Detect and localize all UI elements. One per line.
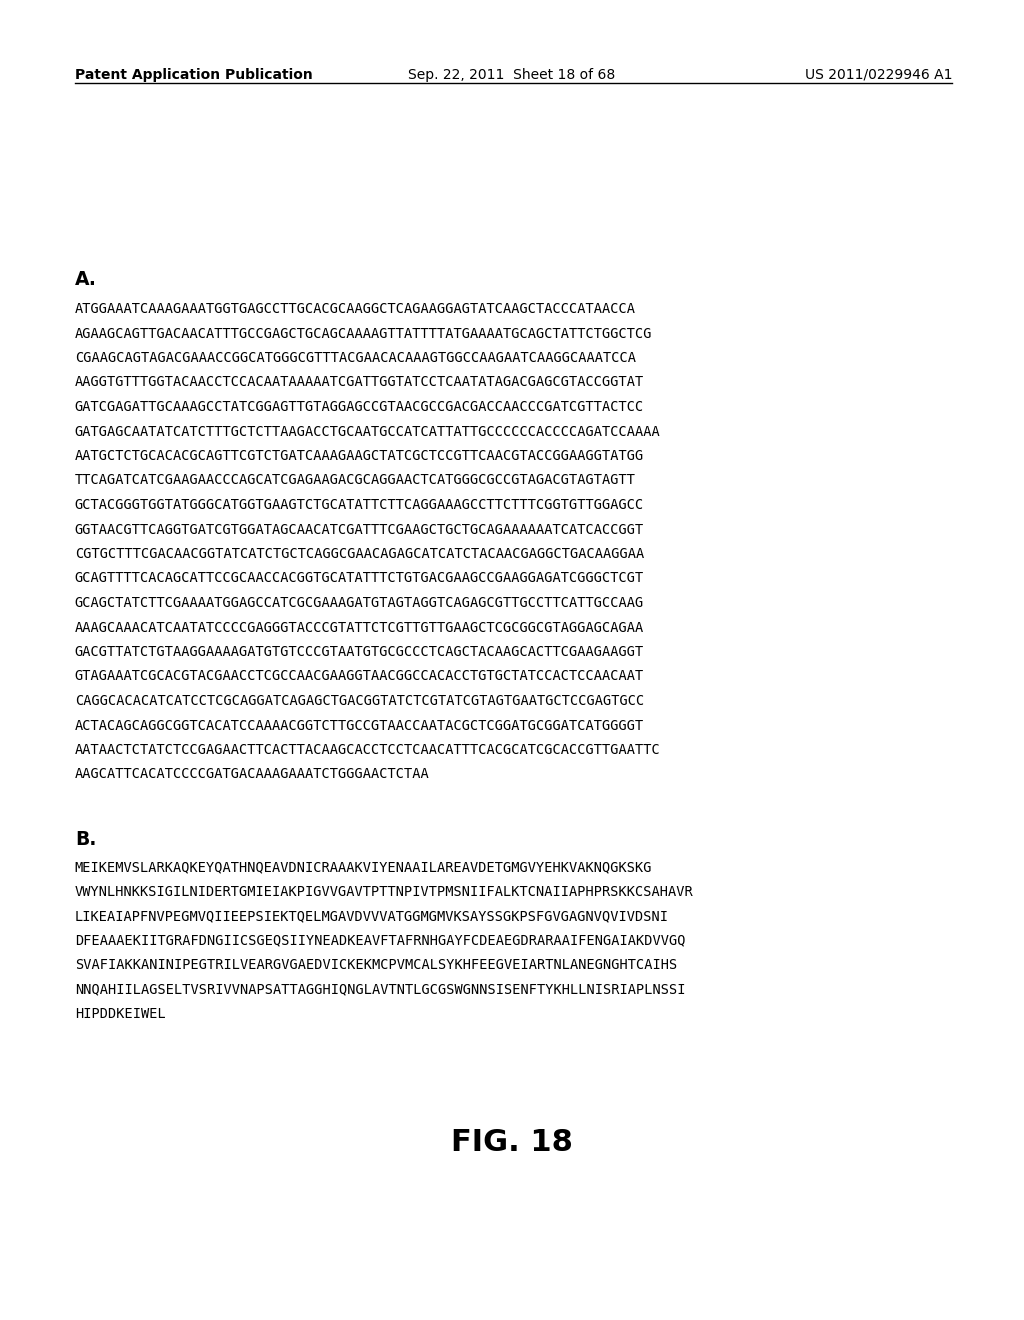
Text: B.: B. bbox=[75, 830, 96, 849]
Text: Patent Application Publication: Patent Application Publication bbox=[75, 69, 312, 82]
Text: GCAGCTATCTTCGAAAATGGAGCCATCGCGAAAGATGTAGTAGGTCAGAGCGTTGCCTTCATTGCCAAG: GCAGCTATCTTCGAAAATGGAGCCATCGCGAAAGATGTAG… bbox=[75, 597, 644, 610]
Text: GTAGAAATCGCACGTACGAACCTCGCCAACGAAGGTAACGGCCACACCTGTGCTATCCACTCCAACAAT: GTAGAAATCGCACGTACGAACCTCGCCAACGAAGGTAACG… bbox=[75, 669, 644, 684]
Text: AAGCATTCACATCCCCGATGACAAAGAAATCTGGGAACTCTAA: AAGCATTCACATCCCCGATGACAAAGAAATCTGGGAACTC… bbox=[75, 767, 429, 781]
Text: US 2011/0229946 A1: US 2011/0229946 A1 bbox=[805, 69, 952, 82]
Text: FIG. 18: FIG. 18 bbox=[451, 1129, 573, 1158]
Text: CGAAGCAGTAGACGAAACCGGCATGGGCGTTTACGAACACAAAGTGGCCAAGAATCAAGGCAAATCCA: CGAAGCAGTAGACGAAACCGGCATGGGCGTTTACGAACAC… bbox=[75, 351, 636, 366]
Text: SVAFIAKKANINIPEGTRILVEARGVGAEDVICKEKMCPVMCALSYKHFEEGVEIARTNLANEGNGHTCAIHS: SVAFIAKKANINIPEGTRILVEARGVGAEDVICKEKMCPV… bbox=[75, 958, 677, 972]
Text: NNQAHIILAGSELTVSRIVVNAPSATTAGGHIQNGLAVTNTLGCGSWGNNSISENFTYKHLLNISRIAPLNSSI: NNQAHIILAGSELTVSRIVVNAPSATTAGGHIQNGLAVTN… bbox=[75, 982, 685, 997]
Text: HIPDDKEIWEL: HIPDDKEIWEL bbox=[75, 1007, 166, 1020]
Text: AATAACTCTATCTCCGAGAACTTCACTTACAAGCACCTCCTCAACATTTCACGCATCGCACCGTTGAATTC: AATAACTCTATCTCCGAGAACTTCACTTACAAGCACCTCC… bbox=[75, 743, 660, 756]
Text: GCAGTTTTCACAGCATTCCGCAACCACGGTGCATATTTCTGTGACGAAGCCGAAGGAGATCGGGCTCGT: GCAGTTTTCACAGCATTCCGCAACCACGGTGCATATTTCT… bbox=[75, 572, 644, 586]
Text: GGTAACGTTCAGGTGATCGTGGATAGCAACATCGATTTCGAAGCTGCTGCAGAAAAAATCATCACCGGT: GGTAACGTTCAGGTGATCGTGGATAGCAACATCGATTTCG… bbox=[75, 523, 644, 536]
Text: CGTGCTTTCGACAACGGTATCATCTGCTCAGGCGAACAGAGCATCATCTACAACGAGGCTGACAAGGAA: CGTGCTTTCGACAACGGTATCATCTGCTCAGGCGAACAGA… bbox=[75, 546, 644, 561]
Text: TTCAGATCATCGAAGAACCCAGCATCGAGAAGACGCAGGAACTCATGGGCGCCGTAGACGTAGTAGTT: TTCAGATCATCGAAGAACCCAGCATCGAGAAGACGCAGGA… bbox=[75, 474, 636, 487]
Text: AGAAGCAGTTGACAACATTTGCCGAGCTGCAGCAAAAGTTATTTTATGAAAATGCAGCTATTCTGGCTCG: AGAAGCAGTTGACAACATTTGCCGAGCTGCAGCAAAAGTT… bbox=[75, 326, 652, 341]
Text: LIKEAIAPFNVPEGMVQIIEEPSIEKTQELMGAVDVVVATGGMGMVKSAYSSGKPSFGVGAGNVQVIVDSNI: LIKEAIAPFNVPEGMVQIIEEPSIEKTQELMGAVDVVVAT… bbox=[75, 909, 669, 923]
Text: AATGCTCTGCACACGCAGTTCGTCTGATCAAAGAAGCTATCGCTCCGTTCAACGTACCGGAAGGTATGG: AATGCTCTGCACACGCAGTTCGTCTGATCAAAGAAGCTAT… bbox=[75, 449, 644, 463]
Text: AAGGTGTTTGGTACAACCTCCACAATAAAAATCGATTGGTATCCTCAATATAGACGAGCGTACCGGTAT: AAGGTGTTTGGTACAACCTCCACAATAAAAATCGATTGGT… bbox=[75, 375, 644, 389]
Text: GACGTTATCTGTAAGGAAAAGATGTGTCCCGTAATGTGCGCCCTCAGCTACAAGCACTTCGAAGAAGGT: GACGTTATCTGTAAGGAAAAGATGTGTCCCGTAATGTGCG… bbox=[75, 645, 644, 659]
Text: Sep. 22, 2011  Sheet 18 of 68: Sep. 22, 2011 Sheet 18 of 68 bbox=[409, 69, 615, 82]
Text: MEIKEMVSLARKAQKEYQATHNQEAVDNICRAAAKVIYENAAILAREAVDETGMGVYEHKVAKNQGKSKG: MEIKEMVSLARKAQKEYQATHNQEAVDNICRAAAKVIYEN… bbox=[75, 861, 652, 874]
Text: DFEAAAEKIITGRAFDNGIICSGEQSIIYNEADKEAVFTAFRNHGAYFCDEAEGDRARAAIFENGAIAKDVVGQ: DFEAAAEKIITGRAFDNGIICSGEQSIIYNEADKEAVFTA… bbox=[75, 933, 685, 948]
Text: AAAGCAAACATCAATATCCCCGAGGGTACCCGTATTCTCGTTGTTGAAGCTCGCGGCGTAGGAGCAGAA: AAAGCAAACATCAATATCCCCGAGGGTACCCGTATTCTCG… bbox=[75, 620, 644, 635]
Text: ACTACAGCAGGCGGTCACATCCAAAACGGTCTTGCCGTAACCAATACGCTCGGATGCGGATCATGGGGT: ACTACAGCAGGCGGTCACATCCAAAACGGTCTTGCCGTAA… bbox=[75, 718, 644, 733]
Text: CAGGCACACATCATCCTCGCAGGATCAGAGCTGACGGTATCTCGTATCGTAGTGAATGCTCCGAGTGCC: CAGGCACACATCATCCTCGCAGGATCAGAGCTGACGGTAT… bbox=[75, 694, 644, 708]
Text: A.: A. bbox=[75, 271, 96, 289]
Text: GATGAGCAATATCATCTTTGCTCTTAAGACCTGCAATGCCATCATTATTGCCCCCCACCCCAGATCCAAAA: GATGAGCAATATCATCTTTGCTCTTAAGACCTGCAATGCC… bbox=[75, 425, 660, 438]
Text: VWYNLHNKKSIGILNIDERTGMIEIAKPIGVVGAVTPTTNPIVTPMSNIIFALKTCNAIIAPHPRSKKCSAHAVR: VWYNLHNKKSIGILNIDERTGMIEIAKPIGVVGAVTPTTN… bbox=[75, 884, 693, 899]
Text: ATGGAAATCAAAGAAATGGTGAGCCTTGCACGCAAGGCTCAGAAGGAGTATCAAGCTACCCATAACCA: ATGGAAATCAAAGAAATGGTGAGCCTTGCACGCAAGGCTC… bbox=[75, 302, 636, 315]
Text: GCTACGGGTGGTATGGGCATGGTGAAGTCTGCATATTCTTCAGGAAAGCCTTCTTTCGGTGTTGGAGCC: GCTACGGGTGGTATGGGCATGGTGAAGTCTGCATATTCTT… bbox=[75, 498, 644, 512]
Text: GATCGAGATTGCAAAGCCTATCGGAGTTGTAGGAGCCGTAACGCCGACGACCAACCCGATCGTTACTCC: GATCGAGATTGCAAAGCCTATCGGAGTTGTAGGAGCCGTA… bbox=[75, 400, 644, 414]
